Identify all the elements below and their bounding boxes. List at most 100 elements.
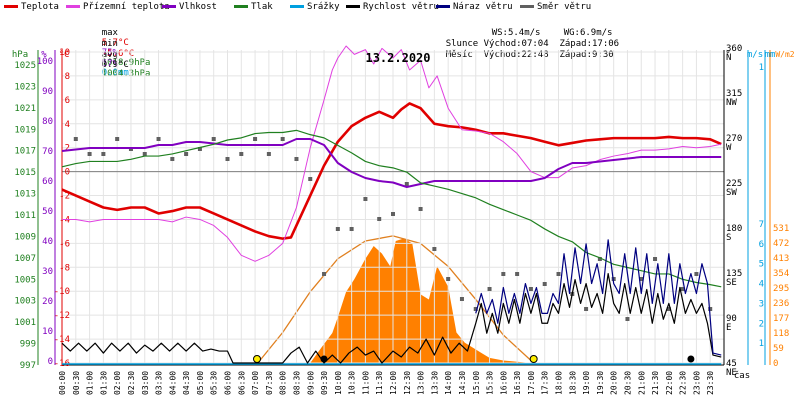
legend-item: Rychlost větru [346, 2, 439, 12]
time-tick: 01:30 [99, 371, 108, 395]
time-tick: 20:30 [623, 371, 632, 395]
unit-mm: mm [765, 50, 776, 60]
time-tick: 16:00 [499, 371, 508, 395]
legend-item: Vlhkost [162, 2, 217, 12]
ground-temperature-line [62, 45, 722, 262]
wind-direction-dot [528, 287, 533, 291]
wind-direction-dot [363, 197, 368, 201]
solar-tick: 236 [773, 299, 789, 309]
legend-swatch [436, 5, 450, 8]
stats-min: min -5.6°C 57% 1004.3hPa [80, 29, 151, 89]
legend-swatch [4, 5, 18, 8]
stats-avg-label: avg [101, 50, 118, 60]
time-tick: 06:30 [237, 371, 246, 395]
temp-tick: 8 [65, 72, 70, 82]
stats-avg: avg 0.9°C [80, 40, 129, 80]
humidity-tick: 40 [42, 237, 53, 247]
humidity-tick: 30 [42, 267, 53, 277]
wind-direction-dot [639, 277, 644, 281]
wind-direction-dot [515, 272, 520, 276]
time-tick: 19:30 [596, 371, 605, 395]
temp-tick: -2 [59, 192, 70, 202]
wind-speed-tick: 6 [759, 240, 764, 250]
legend-label: Srážky [307, 2, 340, 12]
wind-direction-dot [322, 272, 327, 276]
unit-deg: ° [725, 50, 730, 60]
time-tick: 07:30 [265, 371, 274, 395]
pressure-tick: 1021 [14, 104, 36, 114]
temp-tick: 2 [65, 144, 70, 154]
sunset-icon [529, 355, 538, 363]
humidity-tick: 80 [42, 117, 53, 127]
temp-tick: -16 [54, 359, 70, 369]
time-tick: 16:30 [513, 371, 522, 395]
wind-direction-dot [239, 152, 244, 156]
sunrise-icon [253, 355, 262, 363]
time-tick: 19:00 [582, 371, 591, 395]
wind-direction-dot [556, 272, 561, 276]
legend: Teplota Přízemní teplota Vlhkost Tlak Srážky… [0, 0, 800, 14]
time-tick: 22:30 [679, 371, 688, 395]
time-tick: 13:30 [430, 371, 439, 395]
legend-label: Přízemní teplota [83, 2, 170, 12]
time-tick: 17:30 [541, 371, 550, 395]
time-tick: 12:30 [403, 371, 412, 395]
temp-tick: -14 [54, 335, 70, 345]
legend-item: Směr větru [520, 2, 591, 12]
wind-direction-dot [625, 317, 630, 321]
time-tick: 04:30 [182, 371, 191, 395]
time-tick: 18:00 [555, 371, 564, 395]
time-tick: 08:00 [279, 371, 288, 395]
legend-label: Směr větru [537, 2, 592, 12]
time-tick: 10:30 [348, 371, 357, 395]
wind-direction-dot [266, 152, 271, 156]
legend-label: Teplota [21, 2, 59, 12]
stats-ws: WS:5.4m/s [470, 18, 541, 48]
wind-direction-dot [432, 247, 437, 251]
time-tick: 23:30 [706, 371, 715, 395]
wind-direction-dot [377, 217, 382, 221]
wind-speed-tick: 3 [759, 299, 764, 309]
time-tick: 08:30 [292, 371, 301, 395]
time-tick: 22:00 [665, 371, 674, 395]
stats-min-press: 1004.3hPa [101, 69, 151, 79]
wind-direction-dot [335, 227, 340, 231]
pressure-tick: 1023 [14, 82, 36, 92]
wind-direction-dot [73, 137, 78, 141]
legend-label: Vlhkost [179, 2, 217, 12]
legend-swatch [520, 5, 534, 8]
pressure-tick: 1007 [14, 254, 36, 264]
pressure-tick: 1009 [14, 232, 36, 242]
moonrise-icon [687, 355, 695, 363]
solar-tick: 118 [773, 329, 789, 339]
time-tick: 21:00 [637, 371, 646, 395]
legend-swatch [66, 5, 80, 8]
legend-swatch [234, 5, 248, 8]
time-tick: 23:00 [692, 371, 701, 395]
temp-tick: 10 [59, 48, 70, 58]
time-tick: 15:30 [486, 371, 495, 395]
direction-tick-name: S [726, 233, 731, 243]
humidity-tick: 20 [42, 297, 53, 307]
wind-gust-line [475, 239, 722, 356]
wind-direction-dot [87, 152, 92, 156]
legend-item: Teplota [4, 2, 59, 12]
unit-wm2: W/m2 [775, 50, 794, 59]
unit-time: čas [734, 370, 750, 381]
time-tick: 11:00 [361, 371, 370, 395]
time-tick: 09:00 [306, 371, 315, 395]
legend-item: Přízemní teplota [66, 2, 170, 12]
stats-min-label: min [101, 39, 118, 49]
stats-max: max 5.7°C 75% 1018.9hPa 0.0mm [80, 18, 151, 88]
legend-swatch [346, 5, 360, 8]
time-tick: 20:00 [610, 371, 619, 395]
direction-tick-deg: 135 [726, 269, 742, 279]
stats-max-label: max [101, 28, 118, 38]
legend-item: Náraz větru [436, 2, 513, 12]
stats-min-hum: 57% [101, 59, 118, 69]
wind-direction-dot [542, 282, 547, 286]
unit-pct: % [41, 50, 47, 60]
temp-tick: -8 [59, 263, 70, 273]
wind-speed-tick: 2 [759, 319, 764, 329]
